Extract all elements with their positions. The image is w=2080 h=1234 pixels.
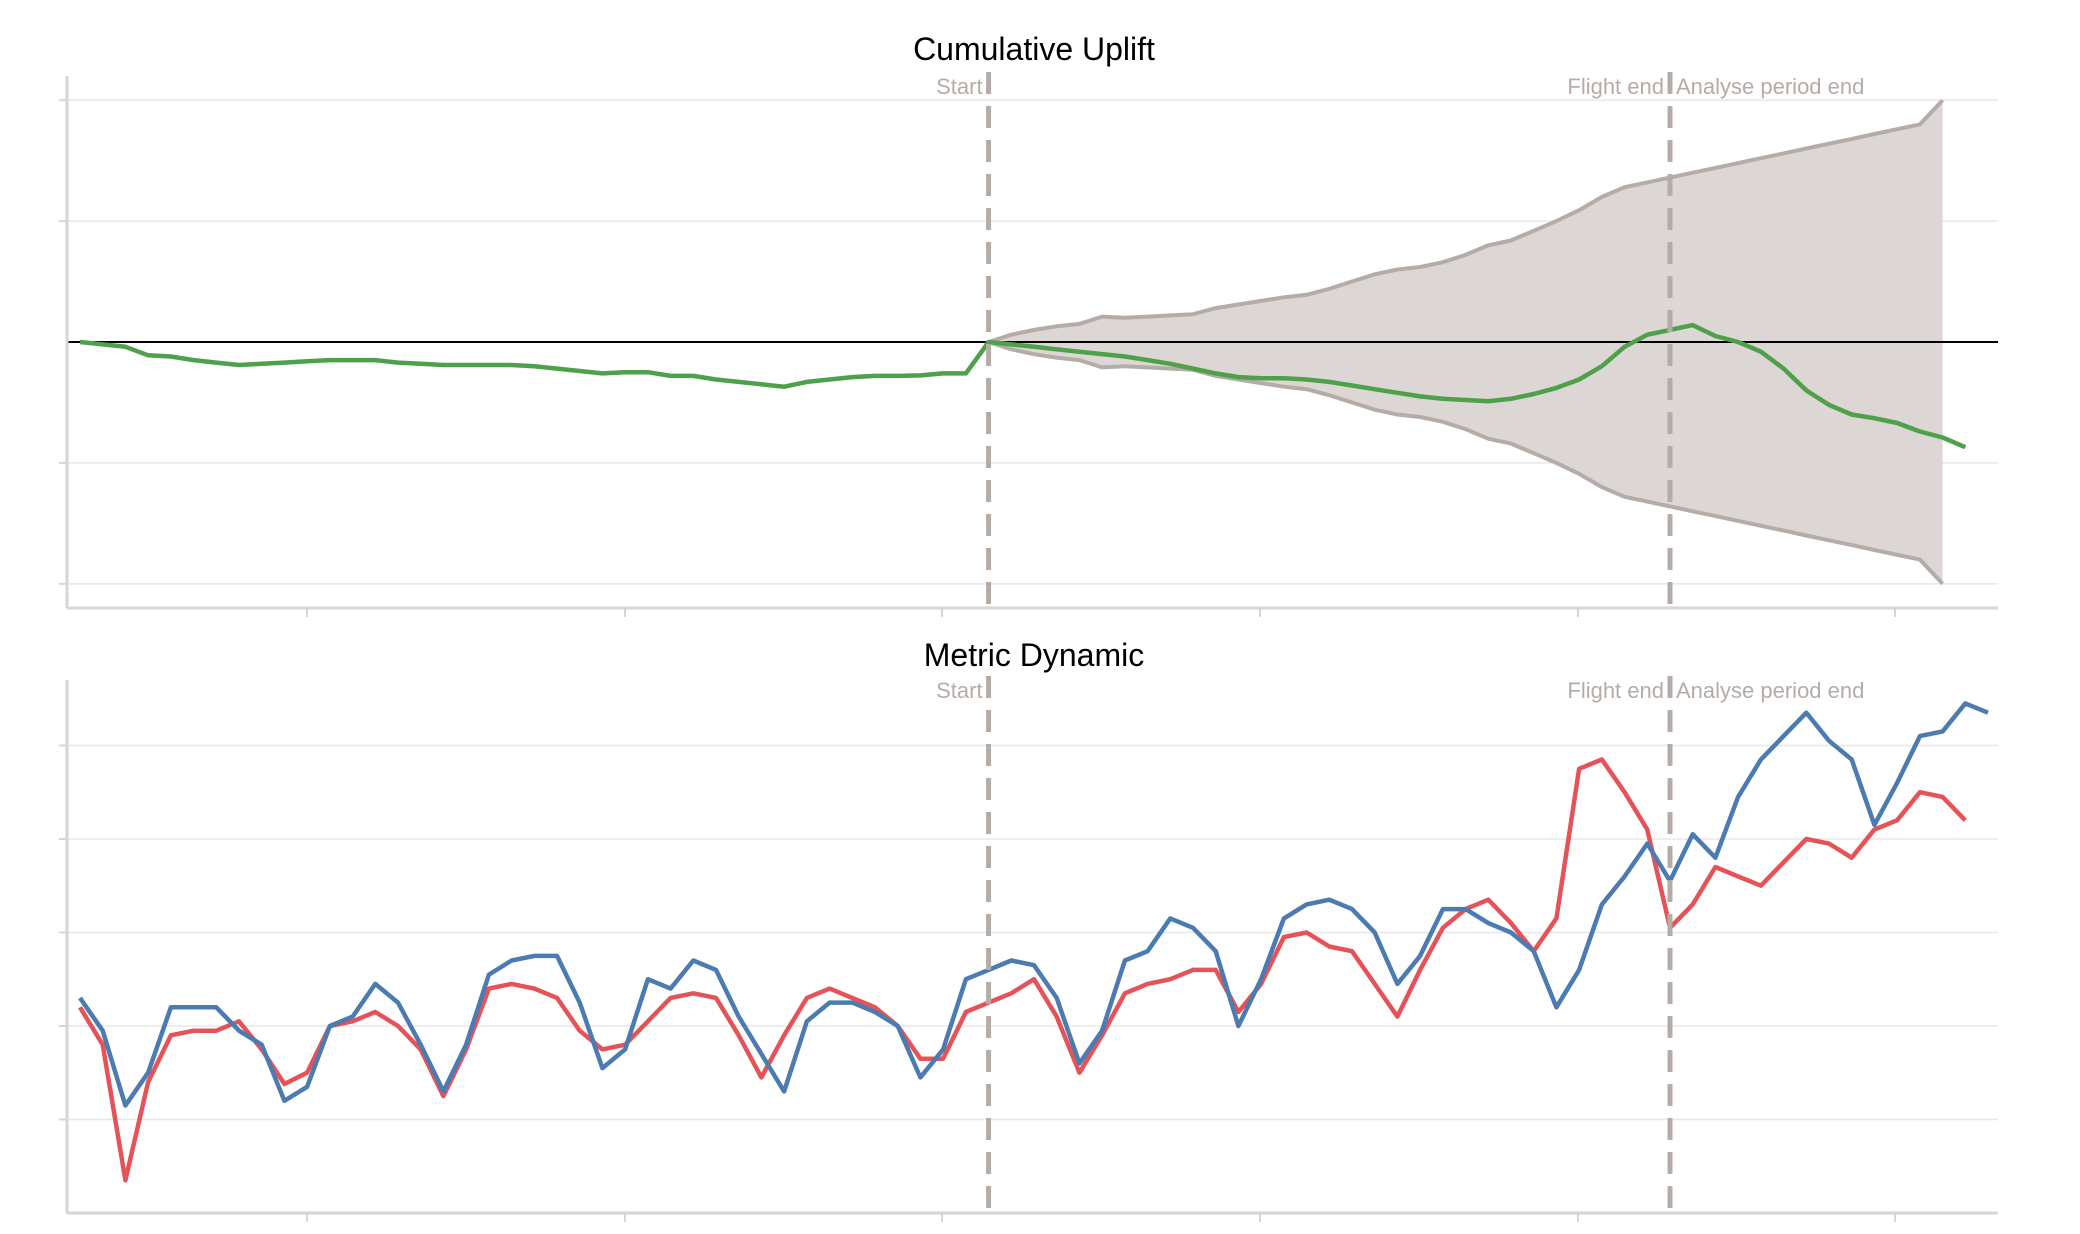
metric-gridlines xyxy=(67,744,1998,1121)
event-label: Analyse period end xyxy=(1676,74,1864,99)
metric-dynamic-chart: Metric Dynamic Start Flight end Analyse pe… xyxy=(59,637,1998,1222)
event-label: Flight end xyxy=(1567,678,1664,703)
uplift-axes xyxy=(59,76,1998,617)
event-label: Flight end xyxy=(1567,74,1664,99)
band-upper-edge xyxy=(987,98,1945,344)
uplift-chart-title: Cumulative Uplift xyxy=(913,31,1155,67)
event-label: Start xyxy=(936,678,982,703)
event-label: Start xyxy=(936,74,982,99)
metric-series xyxy=(78,701,1989,1183)
band-lower-edge xyxy=(987,340,1945,586)
metric-chart-title: Metric Dynamic xyxy=(924,637,1144,673)
metric-event-markers: Start Flight end Analyse period end xyxy=(936,676,1864,1213)
cumulative-uplift-chart: Cumulative Uplift Start Flight end Analyse… xyxy=(59,31,1998,617)
uplift-line xyxy=(79,322,1967,450)
event-label: Analyse period end xyxy=(1676,678,1864,703)
metric-axes xyxy=(59,680,1998,1222)
uplift-event-markers: Start Flight end Analyse period end xyxy=(936,72,1864,608)
series-line-1 xyxy=(78,757,1967,1183)
series-line-2 xyxy=(78,701,1989,1108)
uplift-series xyxy=(79,322,1967,450)
